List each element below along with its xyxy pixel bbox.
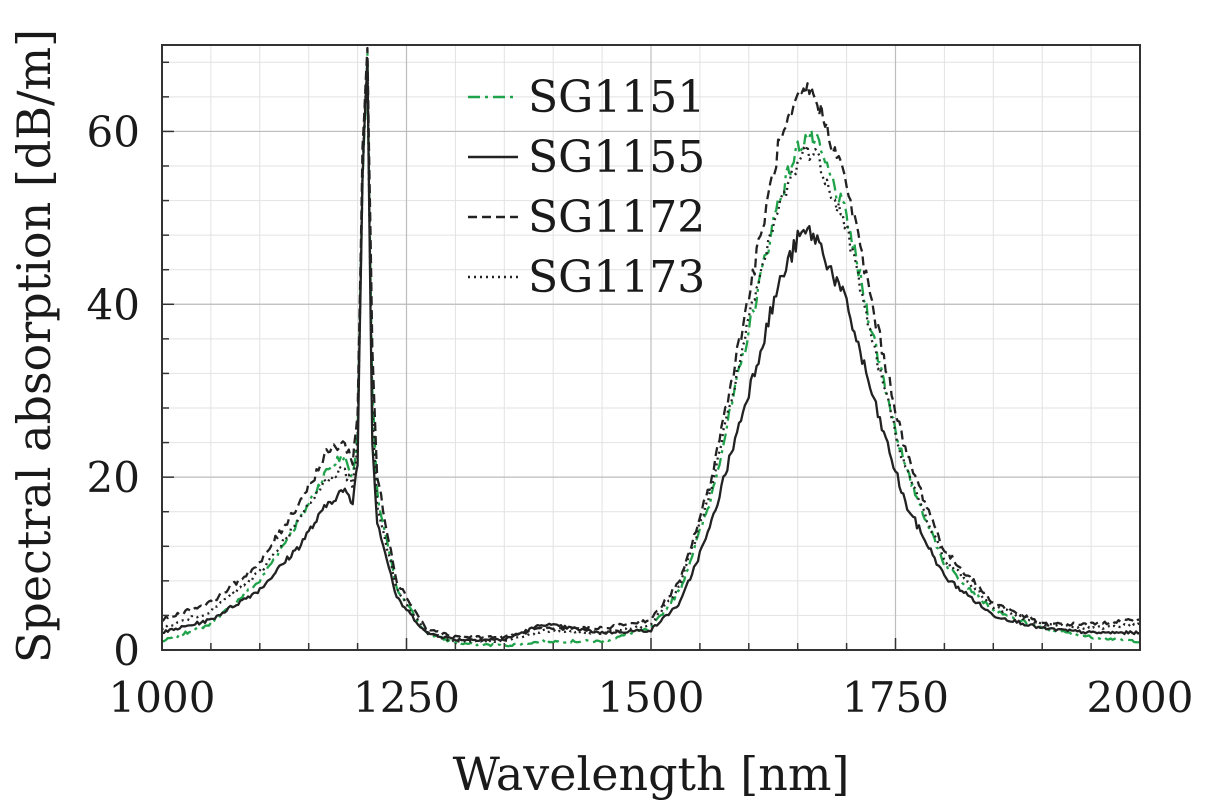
- y-tick-label: 20: [87, 453, 140, 502]
- y-tick-labels: 0 20 40 60: [87, 107, 140, 675]
- x-tick-label: 1000: [109, 673, 216, 722]
- series-line-sg1151: [161, 51, 1141, 648]
- legend-label-sg1151: SG1151: [528, 72, 705, 123]
- series-layer: [161, 46, 1141, 648]
- x-axis-label: Wavelength [nm]: [453, 747, 850, 801]
- axis-ticks: [161, 61, 1141, 651]
- x-tick-label: 1750: [842, 673, 949, 722]
- series-line-sg1155: [161, 59, 1141, 643]
- legend-label-sg1173: SG1173: [528, 252, 705, 303]
- legend-label-sg1155: SG1155: [528, 132, 705, 183]
- x-tick-labels: 1000 1250 1500 1750 2000: [109, 673, 1194, 722]
- x-tick-label: 2000: [1087, 673, 1194, 722]
- y-tick-label: 0: [113, 626, 140, 675]
- y-tick-label: 60: [87, 107, 140, 156]
- legend-label-sg1172: SG1172: [528, 192, 705, 243]
- legend: SG1151 SG1155 SG1172 SG1173: [468, 72, 705, 303]
- y-axis-label: Spectral absorption [dB/m]: [7, 29, 61, 663]
- y-tick-label: 40: [87, 280, 140, 329]
- x-tick-label: 1500: [598, 673, 705, 722]
- series-line-sg1172: [161, 46, 1141, 640]
- x-tick-label: 1250: [353, 673, 460, 722]
